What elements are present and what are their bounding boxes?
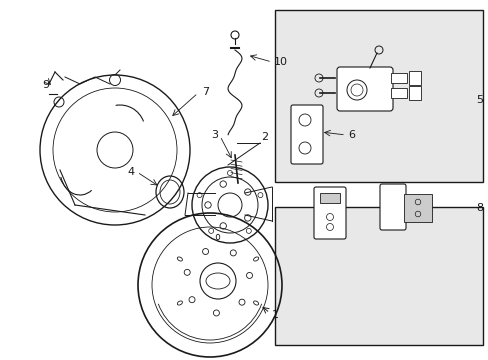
Text: 4: 4 [128, 167, 135, 177]
Text: 7: 7 [202, 87, 209, 97]
Text: 9: 9 [42, 80, 49, 90]
Bar [403, 194, 431, 222]
Bar [274, 10, 482, 182]
Text: 3: 3 [210, 130, 218, 140]
Bar [274, 207, 482, 345]
Text: 1: 1 [271, 310, 279, 320]
Bar [390, 73, 406, 83]
Bar [390, 88, 406, 98]
Text: 8: 8 [475, 203, 482, 213]
Bar [408, 71, 420, 85]
FancyBboxPatch shape [290, 105, 323, 164]
FancyBboxPatch shape [313, 187, 346, 239]
Bar [408, 86, 420, 100]
Text: 6: 6 [347, 130, 354, 140]
Text: 10: 10 [273, 57, 287, 67]
Text: 5: 5 [475, 95, 482, 105]
Text: 2: 2 [261, 132, 268, 142]
FancyBboxPatch shape [336, 67, 392, 111]
Bar [319, 193, 339, 203]
FancyBboxPatch shape [379, 184, 405, 230]
